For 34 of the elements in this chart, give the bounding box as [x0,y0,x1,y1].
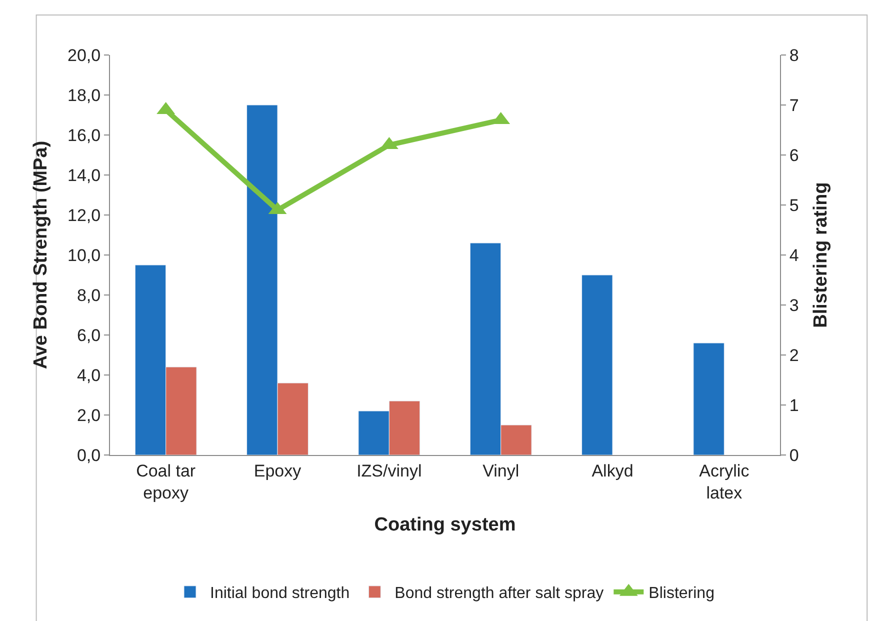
bar [582,274,613,455]
x-tick-label: Alkyd [592,461,634,480]
x-tick-label: Coal tar epoxy [136,461,196,502]
y-tick-label: 8,0 [76,286,101,305]
y-tick-label: 6,0 [76,326,101,345]
legend-label: Blistering [648,585,714,602]
y-tick-label: 0,0 [76,446,101,465]
y-axis-title: Ave Bond Strength (MPa) [30,140,52,370]
y-tick-label: 20,0 [68,46,101,65]
y-tick-label: 12,0 [68,206,101,225]
bar [693,342,724,455]
x-tick-label: Vinyl [482,461,520,480]
y2-tick-label: 5 [789,196,799,215]
y-tick-label: 16,0 [68,126,101,145]
x-axis-title: Coating system [374,514,516,536]
y2-tick-label: 1 [789,396,799,415]
y2-tick-label: 0 [789,446,799,465]
y2-axis-title: Blistering rating [810,182,832,328]
y2-tick-label: 2 [789,346,799,365]
x-tick-label: Epoxy [254,461,302,480]
x-tick-label: IZS/vinyl [356,461,422,480]
y2-tick-label: 6 [789,146,799,165]
x-tick-label: Acrylic latex [699,461,750,502]
y2-tick-label: 4 [789,246,799,265]
legend-label: Initial bond strength [210,585,350,602]
y2-tick-label: 3 [789,296,799,315]
legend-label: Bond strength after salt spray [394,585,604,602]
y-tick-label: 14,0 [68,166,101,185]
y-tick-label: 10,0 [68,246,101,265]
y-tick-label: 18,0 [68,86,101,105]
y-tick-label: 2,0 [76,406,101,425]
y2-tick-label: 7 [789,96,799,115]
y2-tick-label: 8 [789,46,799,65]
y-tick-label: 4,0 [76,366,101,385]
